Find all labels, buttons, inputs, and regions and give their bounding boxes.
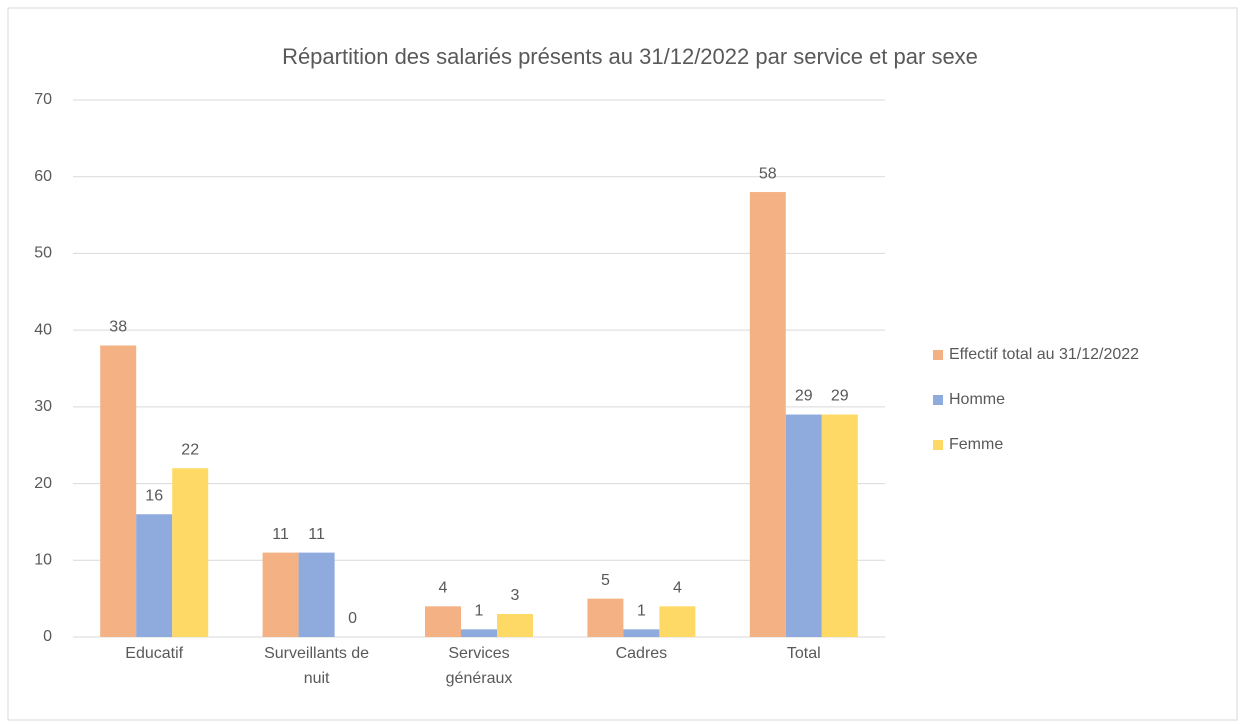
bar — [298, 552, 335, 637]
x-tick-label: Educatif — [125, 645, 184, 662]
y-tick-label: 10 — [34, 552, 52, 569]
x-tick-label: Total — [786, 645, 821, 662]
data-label: 29 — [795, 388, 813, 405]
legend-swatch — [933, 440, 943, 450]
bar — [749, 192, 786, 638]
bar — [100, 345, 137, 637]
y-tick-label: 0 — [43, 628, 52, 645]
y-tick-label: 30 — [34, 398, 52, 415]
chart-title: Répartition des salariés présents au 31/… — [282, 44, 978, 69]
bar — [425, 606, 461, 637]
data-label: 29 — [831, 388, 849, 405]
bar — [659, 606, 696, 637]
y-tick-label: 40 — [34, 321, 52, 338]
legend-swatch — [933, 350, 943, 360]
bar — [821, 414, 858, 637]
bar — [785, 414, 822, 637]
bar — [172, 468, 209, 637]
legend-label: Effectif total au 31/12/2022 — [949, 346, 1139, 363]
data-label: 11 — [272, 526, 289, 543]
y-tick-label: 60 — [34, 168, 52, 185]
data-label: 4 — [673, 580, 682, 597]
data-label: 3 — [511, 587, 520, 604]
x-tick-label: Surveillants de nuit — [264, 645, 370, 687]
data-label: 58 — [759, 165, 777, 182]
chart-border — [7, 7, 1238, 721]
data-label: 1 — [637, 603, 646, 620]
legend-label: Homme — [949, 391, 1005, 408]
bar — [262, 552, 299, 637]
bar — [497, 613, 533, 637]
legend-swatch — [933, 395, 943, 405]
bar — [461, 629, 497, 637]
data-label: 0 — [348, 610, 357, 627]
data-label: 5 — [601, 572, 610, 589]
bar — [623, 629, 660, 637]
legend-label: Femme — [949, 436, 1003, 453]
y-tick-label: 20 — [34, 475, 52, 492]
data-label: 38 — [109, 319, 127, 336]
bar — [136, 514, 173, 637]
y-tick-label: 70 — [34, 91, 52, 108]
data-label: 4 — [439, 580, 448, 597]
data-label: 11 — [308, 526, 325, 543]
data-label: 16 — [145, 487, 163, 504]
data-label: 1 — [475, 603, 484, 620]
bar — [587, 598, 624, 637]
x-tick-label: Cadres — [615, 645, 668, 662]
y-tick-label: 50 — [34, 245, 52, 262]
x-tick-label: Services généraux — [445, 645, 513, 687]
data-label: 22 — [181, 441, 199, 458]
